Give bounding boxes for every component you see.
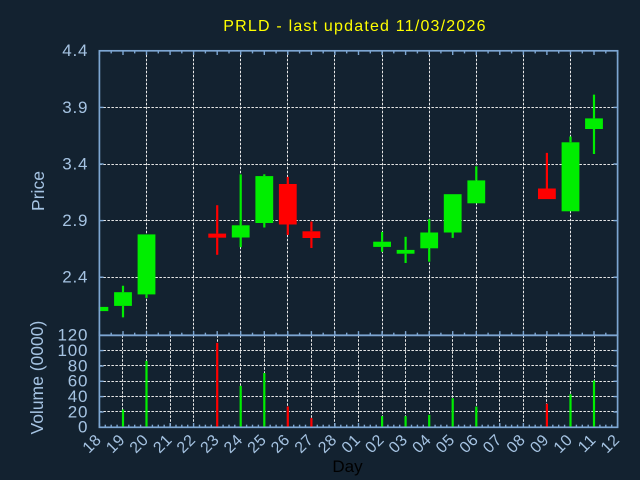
svg-text:20: 20 [127, 431, 152, 456]
svg-text:100: 100 [58, 341, 89, 360]
svg-text:60: 60 [68, 372, 89, 391]
svg-text:08: 08 [504, 431, 529, 456]
svg-text:120: 120 [58, 326, 89, 345]
svg-text:02: 02 [362, 431, 387, 456]
svg-text:28: 28 [315, 431, 340, 456]
svg-text:24: 24 [221, 431, 246, 456]
svg-text:04: 04 [410, 431, 435, 456]
svg-text:21: 21 [150, 431, 175, 456]
svg-text:01: 01 [339, 431, 364, 456]
svg-text:2.4: 2.4 [62, 268, 88, 287]
svg-text:Volume (0000): Volume (0000) [27, 321, 47, 435]
svg-text:3.4: 3.4 [62, 154, 88, 173]
svg-text:Day: Day [332, 457, 363, 476]
svg-text:09: 09 [527, 431, 552, 456]
svg-text:0: 0 [78, 418, 88, 437]
svg-text:23: 23 [198, 431, 223, 456]
svg-text:2.9: 2.9 [62, 211, 88, 230]
svg-text:20: 20 [68, 402, 89, 421]
svg-text:05: 05 [433, 431, 458, 456]
svg-text:11: 11 [575, 431, 600, 456]
svg-text:27: 27 [292, 431, 317, 456]
svg-text:Price: Price [28, 171, 48, 211]
svg-text:4.4: 4.4 [62, 41, 88, 60]
svg-text:22: 22 [174, 431, 199, 456]
svg-text:07: 07 [480, 431, 505, 456]
svg-text:40: 40 [68, 387, 89, 406]
svg-text:12: 12 [598, 431, 623, 456]
svg-text:3.9: 3.9 [62, 98, 88, 117]
svg-text:19: 19 [103, 431, 128, 456]
svg-text:03: 03 [386, 431, 411, 456]
svg-text:06: 06 [457, 431, 482, 456]
svg-text:26: 26 [268, 431, 293, 456]
svg-text:25: 25 [245, 431, 270, 456]
svg-text:PRLD - last updated 11/03/2026: PRLD - last updated 11/03/2026 [223, 18, 486, 35]
svg-text:10: 10 [551, 431, 576, 456]
svg-text:80: 80 [68, 356, 89, 375]
